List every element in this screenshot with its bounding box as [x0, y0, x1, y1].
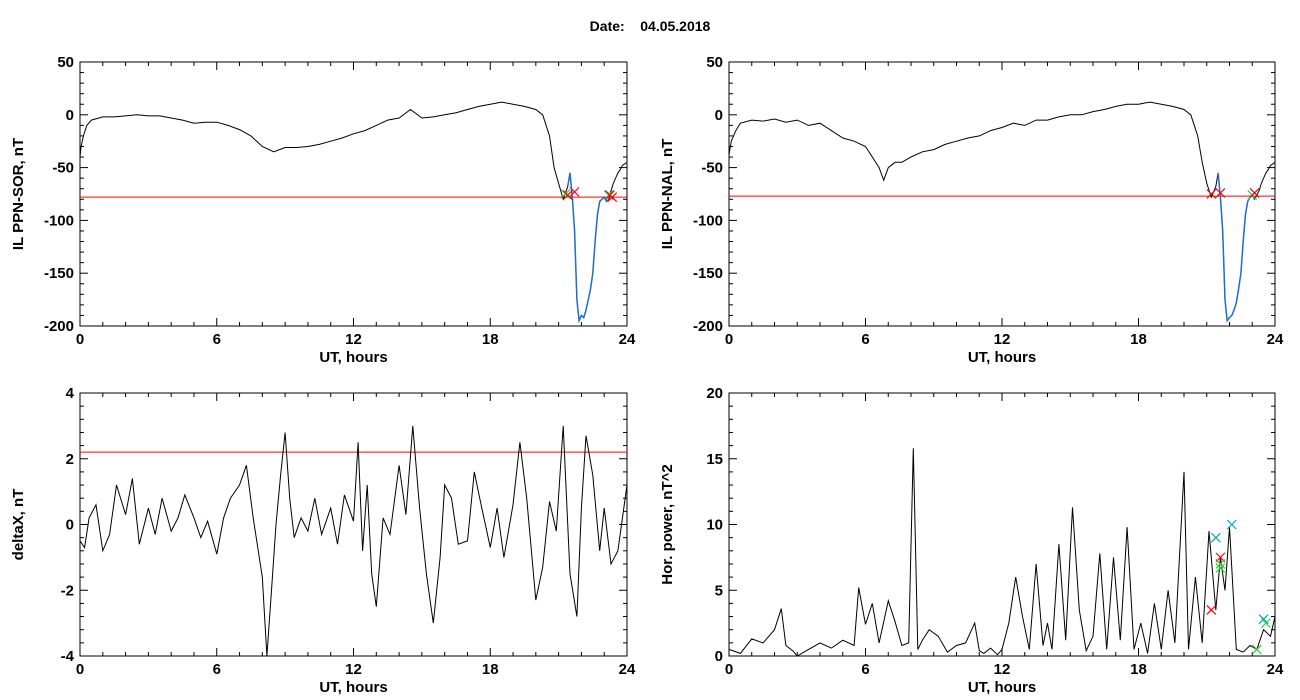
x-tick-label: 0 [725, 331, 733, 348]
x-tick-label: 18 [482, 331, 499, 348]
series-line [79, 101, 628, 323]
figure-date-title: Date: 04.05.2018 [0, 18, 1300, 34]
y-tick-label: -50 [52, 160, 74, 177]
event-marker [1251, 644, 1262, 655]
y-tick-label: -200 [693, 318, 723, 335]
plot-frame [728, 61, 1276, 327]
x-tick-label: 0 [76, 331, 84, 348]
series-line [728, 448, 1276, 657]
x-tick-label: 18 [1130, 661, 1147, 678]
panel-1: 0 6 12 18 24 -200 -150 -100 -50 0 50 UT, hours IL PP… [10, 54, 636, 366]
x-tick-label: 24 [619, 661, 636, 678]
y-tick-label: 0 [66, 517, 74, 534]
event-marker [607, 192, 618, 203]
x-tick-label: 12 [994, 661, 1011, 678]
y-axis-label: Hor. power, nT^2 [659, 464, 676, 584]
x-tick-label: 18 [1130, 331, 1147, 348]
y-tick-label: 5 [715, 582, 723, 599]
x-axis-label: UT, hours [319, 349, 387, 366]
x-tick-label: 6 [213, 331, 221, 348]
event-marker [569, 186, 580, 197]
x-tick-label: 12 [345, 331, 362, 348]
x-tick-label: 0 [725, 661, 733, 678]
y-tick-label: 2 [66, 451, 74, 468]
x-axis-label: UT, hours [319, 679, 387, 696]
storm-segment-line [1217, 172, 1256, 323]
panel-4: 0 6 12 18 24 0 5 10 15 20 UT, hours Hor. power, nT^… [659, 385, 1284, 696]
series-line [728, 101, 1276, 323]
x-tick-label: 6 [213, 661, 221, 678]
event-marker [562, 190, 573, 200]
event-marker [1206, 605, 1217, 615]
y-tick-label: 50 [706, 54, 723, 71]
y-tick-label: -50 [701, 160, 723, 177]
y-tick-label: 0 [66, 107, 74, 124]
y-tick-label: -100 [693, 212, 723, 229]
event-marker [1215, 188, 1226, 198]
y-axis-label: IL PPN-SOR, nT [10, 138, 27, 250]
event-marker [1215, 562, 1226, 573]
y-tick-label: 10 [706, 517, 723, 534]
event-marker [1210, 532, 1221, 543]
series-line [79, 425, 628, 657]
y-tick-label: 15 [706, 451, 723, 468]
storm-segment-line [566, 172, 610, 324]
event-marker [560, 189, 571, 199]
x-tick-label: 24 [1267, 661, 1284, 678]
date-label: Date: [589, 18, 625, 34]
y-tick-label: -100 [44, 212, 74, 229]
x-tick-label: 12 [994, 331, 1011, 348]
y-axis-label: IL PPN-NAL, nT [659, 139, 676, 250]
x-tick-label: 12 [345, 661, 362, 678]
panel-2: 0 6 12 18 24 -200 -150 -100 -50 0 50 UT, hours IL PP… [659, 54, 1284, 366]
y-tick-label: 0 [715, 648, 723, 665]
y-tick-label: -150 [693, 265, 723, 282]
x-tick-label: 24 [1267, 331, 1284, 348]
y-axis-label: deltaX, nT [10, 489, 27, 561]
event-marker [1249, 188, 1260, 198]
y-tick-label: -2 [61, 582, 74, 599]
x-tick-label: 24 [619, 331, 636, 348]
event-marker [1226, 519, 1237, 530]
y-tick-label: 50 [57, 54, 74, 71]
plot-frame [79, 392, 628, 657]
y-tick-label: -4 [61, 648, 75, 665]
x-axis-label: UT, hours [968, 349, 1036, 366]
x-tick-label: 6 [861, 331, 869, 348]
y-tick-label: 4 [66, 385, 75, 402]
x-tick-label: 0 [76, 661, 84, 678]
event-marker [1215, 559, 1226, 569]
x-axis-label: UT, hours [968, 679, 1036, 696]
plot-frame [79, 61, 628, 327]
y-tick-label: 20 [706, 385, 723, 402]
plot-frame [728, 392, 1276, 657]
x-tick-label: 18 [482, 661, 499, 678]
event-marker [1260, 618, 1271, 629]
x-tick-label: 6 [861, 661, 869, 678]
y-tick-label: 0 [715, 107, 723, 124]
y-tick-label: -200 [44, 318, 74, 335]
y-tick-label: -150 [44, 265, 74, 282]
date-value: 04.05.2018 [640, 18, 711, 34]
event-marker [1206, 189, 1217, 199]
